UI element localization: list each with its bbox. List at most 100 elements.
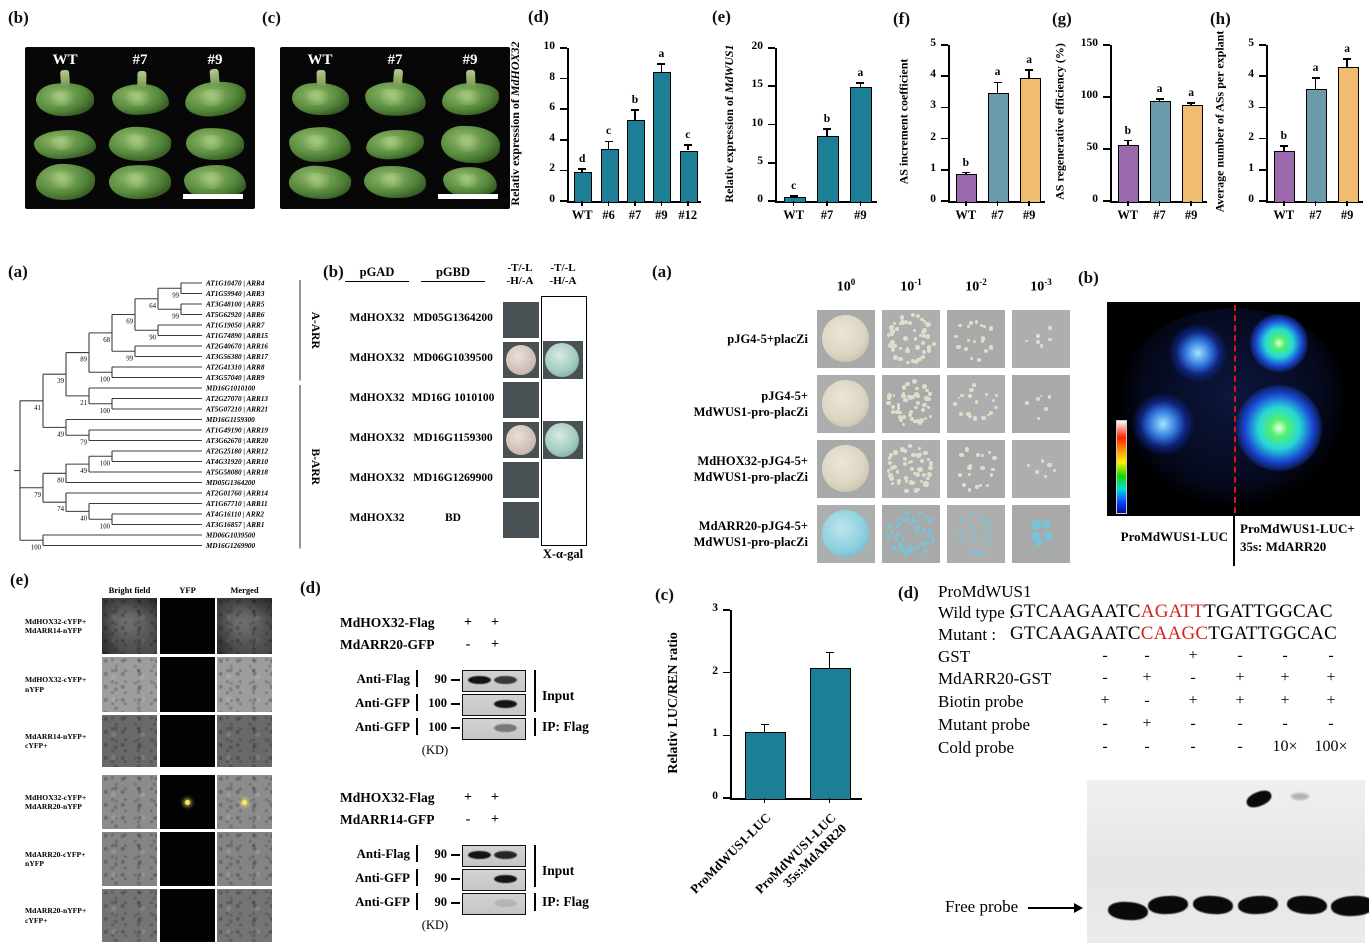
- bootstrap-value: 99: [172, 313, 179, 320]
- bootstrap-value: 100: [100, 460, 111, 467]
- panel-bar-chart-mdhox32: (d) 0 2 4 6 8 10 d WT c #6 b #7 a #9 c #12 Relativ expres…: [495, 3, 707, 243]
- callus-texture: [301, 89, 334, 106]
- y-tick-label: 50: [1086, 141, 1099, 153]
- emsa-lane-value: +: [1188, 692, 1198, 709]
- error-bar-cap: [789, 195, 798, 197]
- yeast-colony-dot: [912, 472, 916, 476]
- panel-explant-photos-b: (b) WT #7 #9: [8, 5, 258, 220]
- y-tick-label: 10: [751, 116, 764, 129]
- selection-plate-cell: [503, 302, 539, 338]
- error-bar-cap: [823, 128, 831, 130]
- dilution-plate-cell: [817, 310, 875, 368]
- dilution-header: 10-2: [954, 277, 998, 296]
- error-bar-cap: [1343, 58, 1352, 60]
- x-category-label: WT: [1273, 208, 1295, 222]
- yeast-colony-dot: [891, 410, 896, 415]
- yeast-colony-dot: [908, 460, 912, 465]
- emsa-lane-value: +: [1280, 692, 1290, 709]
- yeast-colony-dot: [991, 399, 996, 403]
- yeast-colony-dot: [909, 520, 914, 525]
- bifc-brightfield-cell: [102, 832, 157, 886]
- bootstrap-value: 39: [57, 378, 64, 385]
- panel-tag: (f): [893, 9, 910, 28]
- y-axis-tick: [941, 106, 948, 109]
- scale-bar: [183, 194, 243, 199]
- yeast-colony-dot: [926, 344, 932, 350]
- panel-bar-chart-mdwus1: (e) 0 5 10 15 20 c WT b #7 a #9 Relativ expression o…: [695, 3, 885, 243]
- yeast-colony-dot: [910, 358, 916, 363]
- yeast-colony-dot: [903, 398, 908, 403]
- callus-texture: [375, 134, 409, 152]
- y-axis-tick: [1259, 106, 1266, 109]
- wild-type-seq-post: TGATTGGCAC: [1204, 601, 1333, 622]
- yeast-colony-dot: [887, 343, 893, 349]
- phylogenetic-tree: AT1G10470 | ARR4 AT1G59940 | ARR3 AT3G4810…: [12, 271, 324, 560]
- bar: [653, 72, 672, 202]
- yeast-colony-dot: [957, 396, 961, 400]
- tree-leaf-label: AT5G58080 | ARR18: [205, 469, 268, 477]
- yeast-colony-dot: [963, 534, 967, 538]
- yeast-colony-dot: [956, 345, 961, 350]
- callus-texture: [299, 133, 335, 152]
- yeast-colony-dot: [913, 419, 917, 424]
- y-tick-label: 0: [549, 193, 555, 205]
- yeast-colony-dot: [930, 538, 936, 543]
- panel-bar-chart-as-efficiency: (g) 0 50 100 150 b WT a #7 a #9 AS regenerative eff…: [1040, 3, 1215, 243]
- dilution-plate-cell: [882, 440, 940, 498]
- panel-phylogenetic-tree: (a) AT1G10470 | ARR4 AT1G59940 | ARR3 AT3G…: [8, 255, 324, 560]
- prey-label: MdARR14-GFP: [340, 812, 435, 827]
- explant-callus: [363, 68, 427, 119]
- panel-tag: (b): [1078, 268, 1099, 287]
- pgbd-construct: MD05G1364200: [413, 312, 493, 324]
- left-construct-label: ProMdWUS1-LUC: [1120, 529, 1228, 544]
- panel-tag: (e): [712, 7, 731, 26]
- yeast-colony-dot: [918, 417, 924, 423]
- yeast-spot-confluent: [822, 315, 869, 362]
- mutant-seq-post: TGATTGGCAC: [1208, 623, 1337, 644]
- chart-plot-area: 0 5 10 15 20 c WT b #7 a #9: [752, 40, 877, 222]
- bootstrap-value: 64: [149, 303, 156, 310]
- luciferase-leaf-image: [1107, 302, 1360, 516]
- yeast-colony-dot: [890, 332, 895, 336]
- error-bar-stem: [581, 168, 583, 172]
- yeast-colony-dot: [927, 465, 933, 471]
- dilution-plate-cell: [1012, 505, 1070, 563]
- explant-callus: [34, 69, 96, 118]
- x-axis-tick: [1158, 201, 1161, 206]
- yeast-colony-dot: [1025, 401, 1029, 405]
- yeast-colony-dot: [970, 538, 974, 543]
- separator-bar: [416, 718, 418, 735]
- yeast-colony-dot: [888, 473, 893, 478]
- yeast-colony-dot: [886, 469, 891, 473]
- chart-plot-area: 0 1 2 3 4 5 b WT a #7 a #9: [930, 37, 1045, 222]
- yeast-colony-dot: [975, 485, 979, 489]
- yeast-colony-dot: [915, 471, 921, 477]
- panel-coip-blots: (d) MdHOX32-Flag MdARR20-GFP + + - + Anti-Flag…: [290, 565, 650, 943]
- ip-bracket: [534, 893, 536, 911]
- yeast-colony-dot: [911, 395, 916, 399]
- error-bar-stem: [965, 172, 967, 175]
- yeast-colony-dot: [985, 392, 989, 396]
- yeast-colony-dot: [913, 488, 919, 493]
- bait-lane-sign: +: [464, 615, 472, 630]
- tree-leaf-label: MD16G1159300: [205, 416, 255, 424]
- callus-texture: [194, 88, 230, 108]
- protein-band: [494, 676, 517, 684]
- luminescence-spot-brightest: [1236, 385, 1323, 472]
- yeast-colony-dot: [909, 480, 914, 485]
- yeast-colony-dot: [903, 448, 908, 453]
- dilution-plate-cell: [1012, 440, 1070, 498]
- yeast-colony-dot: [887, 396, 892, 401]
- emsa-lane-value: -: [1237, 715, 1243, 732]
- x-axis-tick: [1028, 201, 1030, 206]
- yeast-colony-dot: [911, 518, 916, 523]
- bootstrap-value: 89: [80, 357, 87, 364]
- y-axis-tick: [560, 139, 567, 141]
- emsa-lane-value: -: [1237, 738, 1243, 755]
- infiltration-divider-dashed: [1233, 305, 1236, 513]
- yeast-colony-dot: [898, 410, 902, 415]
- yeast-colony-dot: [910, 417, 915, 421]
- tree-leaf-label: AT2G40670 | ARR16: [205, 343, 268, 351]
- yeast-colony-dot: [1035, 538, 1043, 547]
- y-tick-label: 2: [1248, 130, 1254, 143]
